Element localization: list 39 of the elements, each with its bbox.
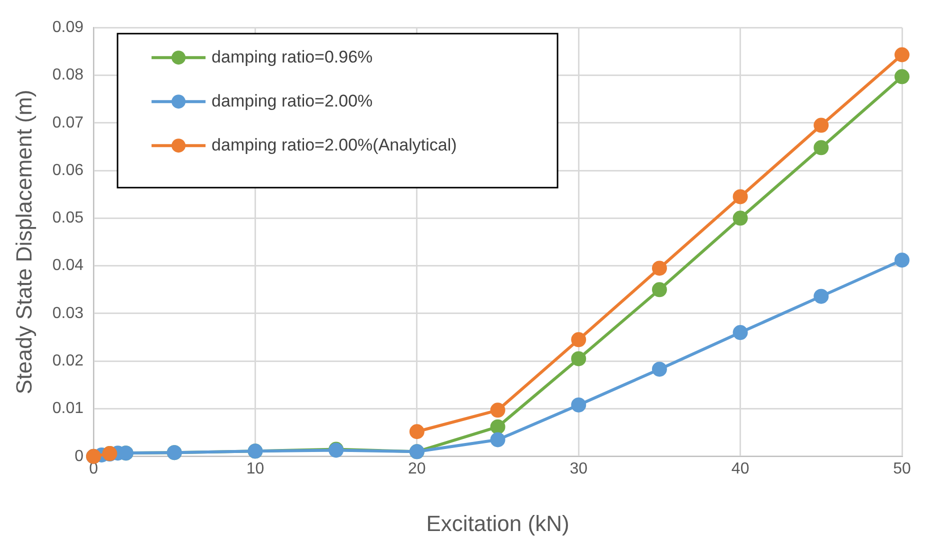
- legend-label: damping ratio=2.00%: [212, 91, 373, 110]
- y-axis-title: Steady State Displacement (m): [11, 90, 36, 394]
- y-tick-label: 0.09: [52, 19, 84, 36]
- point: [894, 69, 910, 84]
- point: [652, 260, 667, 276]
- point: [894, 252, 910, 268]
- y-tick-label: 0.05: [52, 210, 84, 227]
- y-tick-label: 0.01: [52, 400, 84, 418]
- point: [571, 332, 586, 348]
- point: [652, 362, 667, 377]
- y-tick-label: 0: [74, 448, 84, 465]
- point: [814, 118, 829, 133]
- point: [652, 282, 667, 298]
- y-tick-label: 0.03: [52, 304, 84, 322]
- x-tick-label: 50: [893, 460, 911, 478]
- legend-label: damping ratio=0.96%: [212, 47, 373, 66]
- x-axis-title: Excitation (kN): [426, 510, 570, 536]
- point: [571, 351, 586, 366]
- y-tick-label: 0.04: [52, 257, 84, 274]
- x-tick-label: 30: [570, 460, 588, 478]
- point: [490, 419, 506, 434]
- point: [409, 424, 424, 440]
- x-tick-label: 10: [246, 460, 264, 478]
- legend-label: damping ratio=2.00%(Analytical): [212, 135, 457, 154]
- y-tick-label: 0.06: [52, 162, 84, 179]
- point: [814, 140, 829, 156]
- x-tick-label: 20: [408, 460, 426, 478]
- point: [571, 397, 586, 412]
- point: [894, 47, 910, 62]
- point: [732, 325, 748, 340]
- point: [490, 432, 506, 448]
- y-tick-label: 0.08: [52, 66, 84, 84]
- y-tick-label: 0.02: [52, 352, 84, 370]
- point: [814, 288, 829, 304]
- x-tick-label: 40: [731, 460, 750, 478]
- point: [490, 402, 506, 418]
- point: [732, 189, 748, 204]
- y-tick-label: 0.07: [52, 114, 84, 132]
- point: [732, 210, 748, 226]
